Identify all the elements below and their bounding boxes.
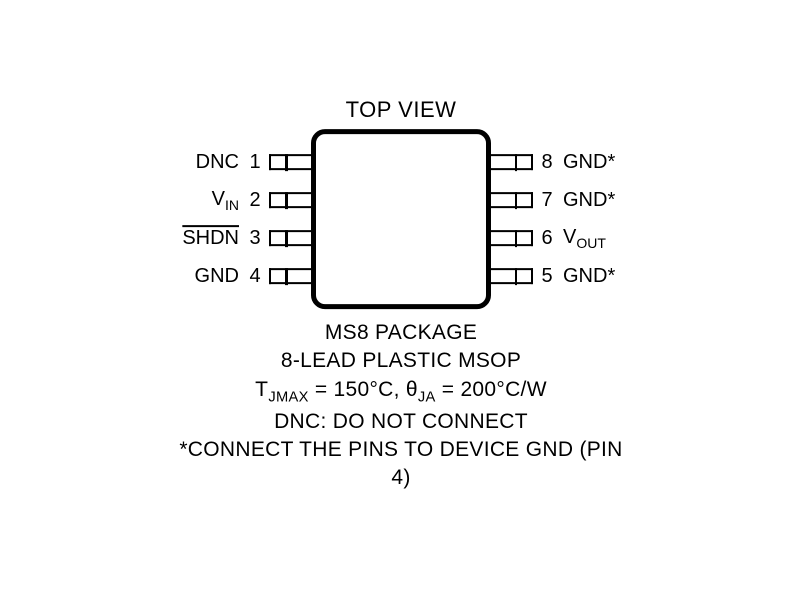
pin-1-num: 1	[245, 151, 265, 174]
pinout-diagram: TOP VIEW DNC 1 VIN 2 SHDN 3 GND 4	[179, 97, 623, 493]
pin-1-label: DNC	[179, 151, 239, 174]
pin-7: 7 GND*	[491, 188, 623, 212]
chip-body	[311, 129, 491, 309]
pin-2-lead	[269, 192, 311, 208]
pin-4-num: 4	[245, 265, 265, 288]
pin-7-lead	[491, 192, 533, 208]
gnd-note: *CONNECT THE PINS TO DEVICE GND (PIN 4)	[179, 436, 623, 493]
pin-6-num: 6	[537, 227, 557, 250]
top-view-label: TOP VIEW	[179, 97, 623, 123]
pin-5-lead	[491, 268, 533, 284]
pin-8-label: GND*	[563, 151, 623, 174]
pin-7-label: GND*	[563, 189, 623, 212]
pin-6-lead	[491, 230, 533, 246]
pin-1: DNC 1	[179, 150, 311, 174]
pin-3-num: 3	[245, 227, 265, 250]
pin-5-num: 5	[537, 265, 557, 288]
pin-5-label: GND*	[563, 265, 623, 288]
package-name: MS8 PACKAGE	[179, 319, 623, 347]
pin-4-lead	[269, 268, 311, 284]
pin-8: 8 GND*	[491, 150, 623, 174]
right-pin-column: 8 GND* 7 GND* 6 VOUT 5 GND*	[491, 150, 623, 288]
pin-2: VIN 2	[179, 188, 311, 212]
pin-6-label: VOUT	[563, 226, 623, 251]
pin-3-lead	[269, 230, 311, 246]
thermal-line: TJMAX = 150°C, θJA = 200°C/W	[179, 376, 623, 408]
pin-7-num: 7	[537, 189, 557, 212]
pin-2-label: VIN	[179, 188, 239, 213]
pin-4-label: GND	[179, 265, 239, 288]
chip-row: DNC 1 VIN 2 SHDN 3 GND 4	[179, 129, 623, 309]
pin-8-lead	[491, 154, 533, 170]
pin-8-num: 8	[537, 151, 557, 174]
left-pin-column: DNC 1 VIN 2 SHDN 3 GND 4	[179, 150, 311, 288]
dnc-note: DNC: DO NOT CONNECT	[179, 408, 623, 436]
pin-3-label: SHDN	[179, 227, 239, 250]
pin-3: SHDN 3	[179, 226, 311, 250]
package-desc: 8-LEAD PLASTIC MSOP	[179, 347, 623, 375]
pin-2-num: 2	[245, 189, 265, 212]
footer-notes: MS8 PACKAGE 8-LEAD PLASTIC MSOP TJMAX = …	[179, 319, 623, 493]
pin-1-lead	[269, 154, 311, 170]
pin-4: GND 4	[179, 264, 311, 288]
pin-5: 5 GND*	[491, 264, 623, 288]
pin-6: 6 VOUT	[491, 226, 623, 250]
